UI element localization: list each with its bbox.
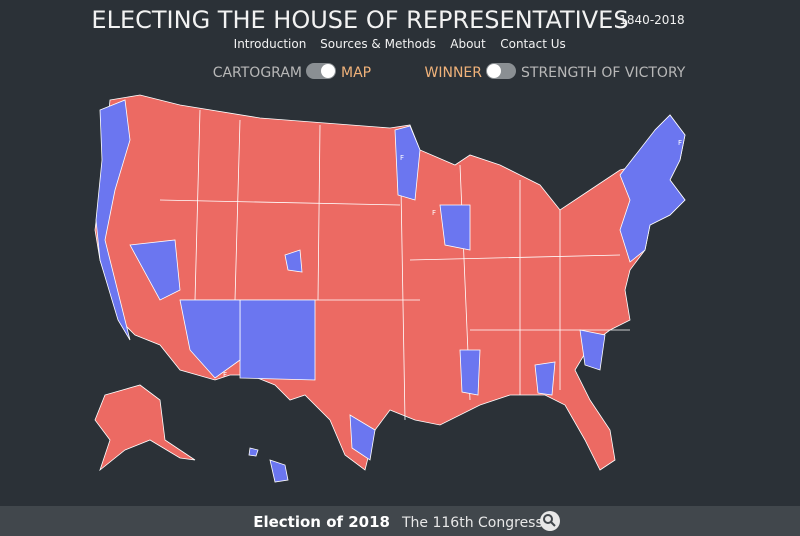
us-map[interactable] (94, 94, 686, 483)
toggle-knob (321, 64, 335, 78)
nav-link[interactable]: Introduction (234, 37, 307, 51)
congress: The 116th Congress (401, 515, 543, 531)
blue-district (284, 249, 303, 273)
map-marker: F (678, 139, 682, 147)
toggle-label[interactable]: CARTOGRAM (213, 65, 302, 81)
blue-district (439, 204, 471, 251)
blue-district (394, 125, 421, 201)
toggle-label[interactable]: MAP (341, 65, 371, 81)
blue-district (239, 299, 316, 381)
blue-district (349, 414, 376, 461)
title: ELECTING THE HOUSE OF REPRESENTATIVES (91, 6, 628, 34)
blue-district (129, 239, 181, 301)
election-year: Election of 2018 (253, 513, 390, 531)
blue-district (619, 114, 686, 263)
blue-district (179, 299, 241, 379)
map-marker: F (400, 154, 404, 162)
map-marker: F (223, 371, 227, 379)
blue-district (579, 329, 606, 371)
hawaii (248, 447, 289, 483)
toggle-label[interactable]: WINNER (425, 65, 483, 81)
nav-link[interactable]: About (450, 37, 486, 51)
nav-link[interactable]: Sources & Methods (320, 37, 436, 51)
toggle-label[interactable]: STRENGTH OF VICTORY (521, 65, 686, 81)
years: 1840-2018 (619, 13, 684, 27)
search-icon (543, 514, 553, 524)
alaska (94, 384, 196, 472)
blue-district (95, 99, 131, 341)
footer-bar (0, 506, 800, 536)
map-marker: F (432, 209, 436, 217)
search-button[interactable] (540, 511, 560, 531)
nav-link[interactable]: Contact Us (500, 37, 566, 51)
toggle-knob (487, 64, 501, 78)
mainland (94, 94, 686, 471)
search-icon (550, 521, 556, 527)
blue-district (534, 361, 556, 396)
blue-district (459, 349, 481, 396)
